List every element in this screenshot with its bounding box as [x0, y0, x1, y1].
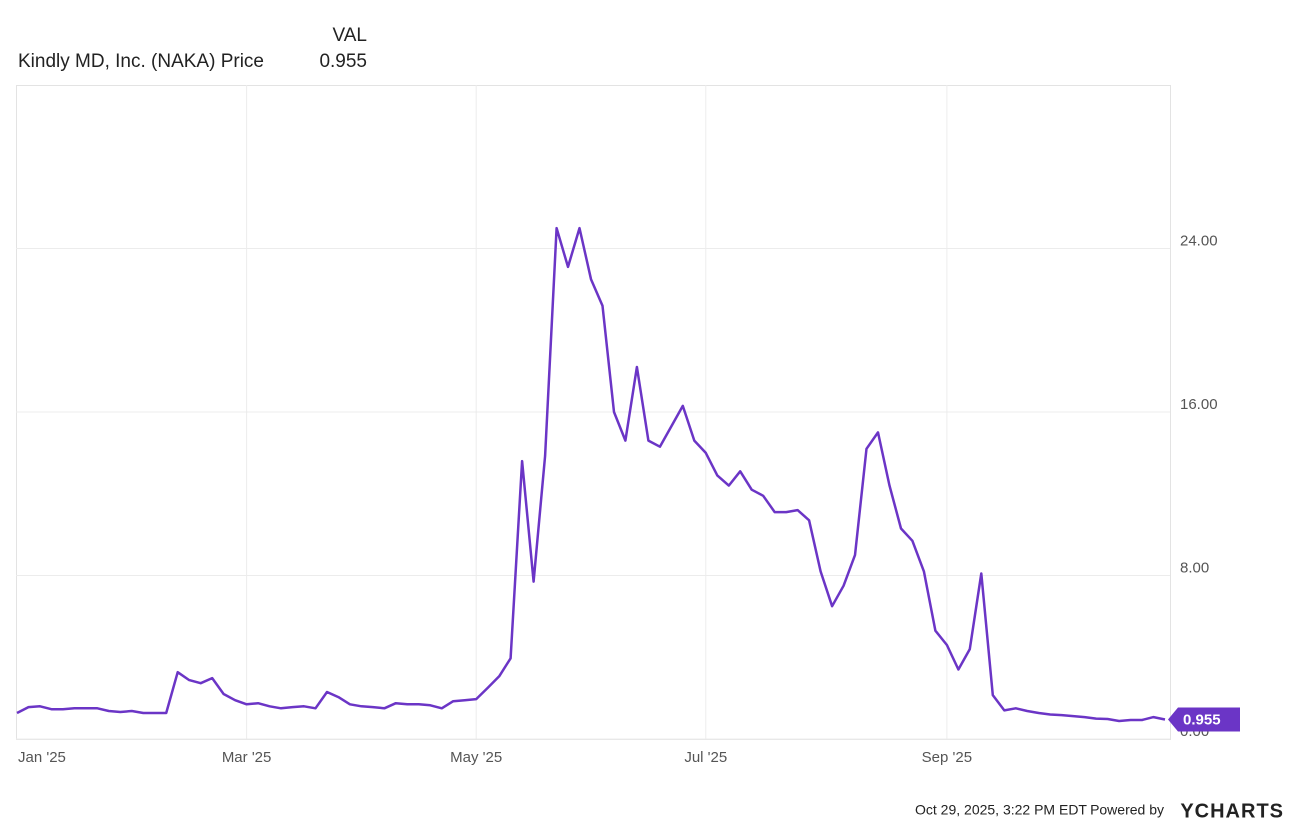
y-tick-label: 24.00	[1180, 232, 1218, 249]
legend-header: VAL	[332, 25, 367, 46]
timestamp: Oct 29, 2025, 3:22 PM EDT	[915, 802, 1087, 818]
x-tick-label: Jul '25	[684, 749, 727, 766]
y-tick-label: 8.00	[1180, 559, 1209, 576]
last-value-label: 0.955	[1183, 711, 1221, 728]
powered-by: Powered by	[1090, 802, 1164, 818]
brand-logo: YCHARTS	[1180, 800, 1284, 822]
x-tick-label: Sep '25	[922, 749, 972, 766]
legend-entry: Kindly MD, Inc. (NAKA) Price	[18, 51, 264, 72]
legend-value: 0.955	[319, 51, 367, 72]
y-tick-label: 16.00	[1180, 396, 1218, 413]
x-tick-label: Jan '25	[18, 749, 66, 766]
x-tick-label: Mar '25	[222, 749, 272, 766]
price-line	[16, 226, 1166, 723]
x-tick-label: May '25	[450, 749, 502, 766]
last-value-badge	[1168, 707, 1240, 732]
